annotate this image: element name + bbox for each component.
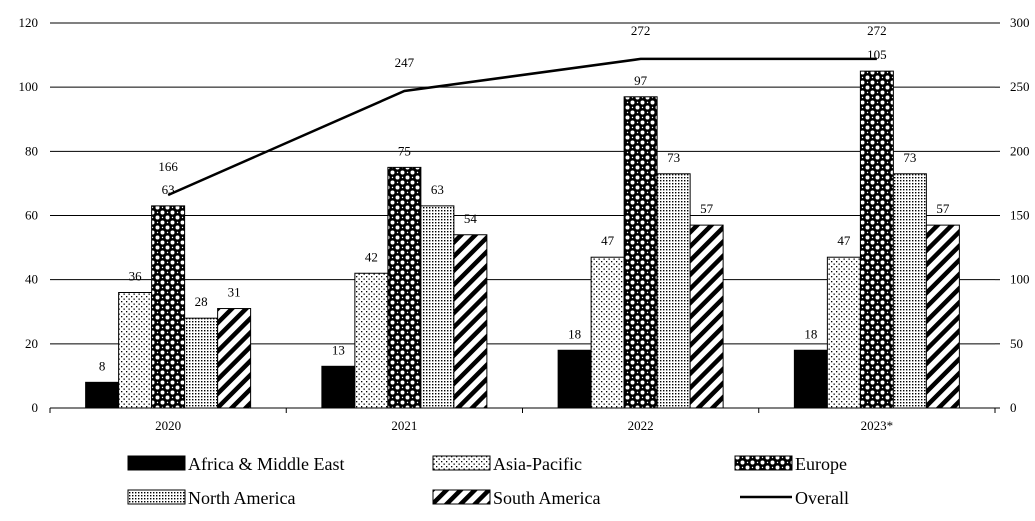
bar-data-label: 18 [804,326,817,341]
bar [454,235,487,408]
bar-data-label: 75 [398,143,411,158]
bar [152,206,185,408]
bar-data-label: 63 [431,182,444,197]
bar-data-label: 31 [228,285,241,300]
bar-data-label: 36 [129,269,143,284]
bar [355,273,388,408]
y-tick-label: 40 [25,272,38,287]
y2-tick-label: 200 [1010,143,1030,158]
bar [893,174,926,408]
bar [860,71,893,408]
bar [690,225,723,408]
bar-data-label: 42 [365,249,378,264]
overall-data-label: 272 [631,23,651,38]
bar-data-label: 63 [162,182,175,197]
bar [218,309,251,408]
y-tick-label: 60 [25,208,38,223]
bar-data-label: 97 [634,73,648,88]
x-category-label: 2022 [628,418,654,433]
overall-series-line [168,59,877,195]
bar [591,257,624,408]
bar-data-label: 105 [867,47,887,62]
y2-tick-label: 300 [1010,15,1030,30]
y2-tick-label: 50 [1010,336,1023,351]
y2-tick-label: 250 [1010,79,1030,94]
legend-label: North America [188,488,295,508]
legend-swatch [735,456,792,470]
legend-swatch [128,490,185,504]
legend-label: Overall [795,488,849,508]
y2-tick-label: 100 [1010,272,1030,287]
legend-swatch [433,490,490,504]
bar [86,382,119,408]
overall-data-label: 272 [867,23,887,38]
bar-data-label: 47 [601,233,615,248]
y-tick-label: 20 [25,336,38,351]
y-tick-label: 0 [32,400,39,415]
bar [185,318,218,408]
legend: Africa & Middle East Asia-Pacific Europe No… [128,454,849,508]
overall-line [168,59,877,195]
bar-data-label: 54 [464,211,478,226]
bar-data-label: 57 [936,201,950,216]
x-category-label: 2021 [391,418,417,433]
y-tick-label: 120 [19,15,39,30]
bar [827,257,860,408]
bar-data-label: 18 [568,326,581,341]
y-tick-label: 100 [19,79,39,94]
bar-data-label: 73 [667,150,680,165]
bar [624,97,657,408]
legend-label: Africa & Middle East [188,454,344,474]
bar [322,366,355,408]
bar [388,167,421,408]
overall-data-label: 166 [158,159,178,174]
legend-label: Europe [795,454,847,474]
legend-swatch [433,456,490,470]
bar-data-label: 57 [700,201,714,216]
bar [558,350,591,408]
y2-tick-label: 150 [1010,208,1030,223]
legend-label: Asia-Pacific [493,454,582,474]
bar [119,293,152,409]
bar [926,225,959,408]
y2-tick-label: 0 [1010,400,1017,415]
bar [421,206,454,408]
bar-data-label: 28 [195,294,208,309]
bar-data-label: 13 [332,342,345,357]
x-category-label: 2023* [861,418,894,433]
x-category-label: 2020 [155,418,181,433]
legend-label: South America [493,488,600,508]
bars [86,71,960,408]
bar [794,350,827,408]
bar-data-label: 47 [837,233,851,248]
overall-data-label: 247 [395,55,415,70]
bar-data-label: 73 [903,150,916,165]
legend-swatch [128,456,185,470]
bar [657,174,690,408]
bar-data-label: 8 [99,358,106,373]
y-tick-label: 80 [25,143,38,158]
